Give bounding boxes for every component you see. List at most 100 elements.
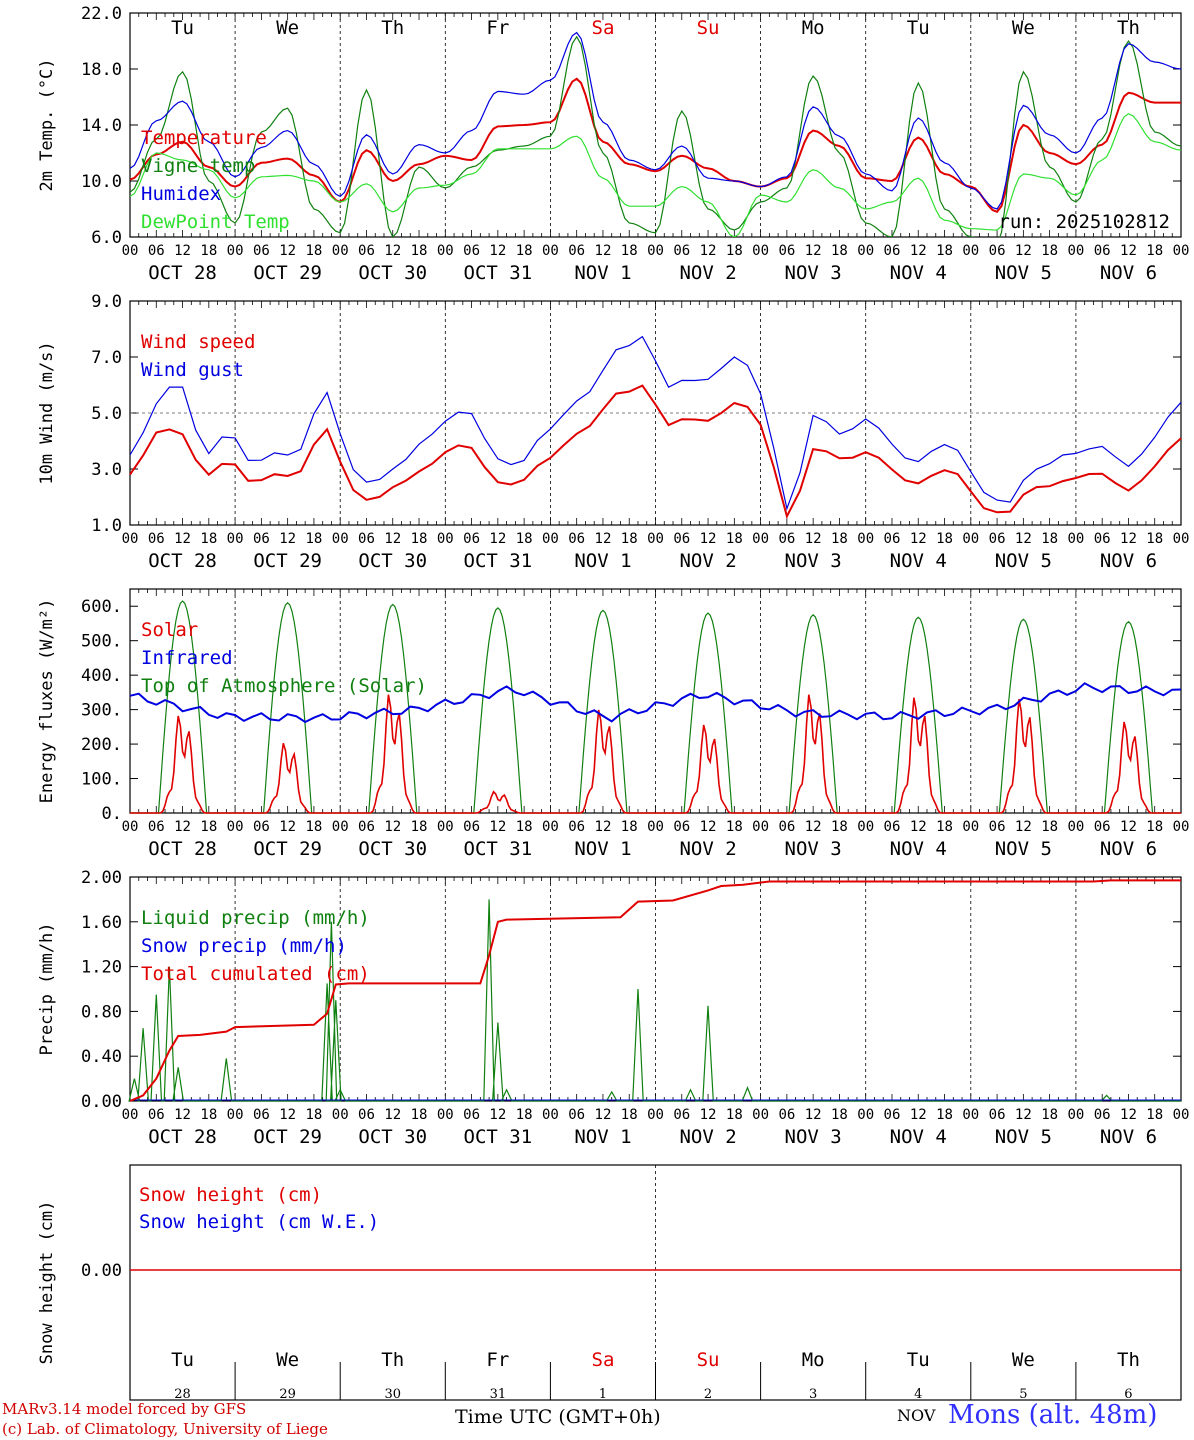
hour-label: 18: [1041, 243, 1058, 259]
hour-label: 12: [910, 531, 927, 547]
hour-label: 00: [122, 1107, 139, 1123]
date-label: NOV 4: [890, 550, 947, 572]
weekday-label: Fr: [486, 17, 509, 39]
y-axis-label: Energy fluxes (W/m²): [37, 599, 57, 804]
date-label: NOV 3: [785, 1126, 842, 1148]
hour-label: 18: [411, 819, 428, 835]
hour-label: 06: [884, 243, 901, 259]
day-number: 3: [809, 1387, 817, 1402]
weekday-label: Su: [697, 17, 720, 39]
hour-label: 12: [595, 243, 612, 259]
legend-snow-height-cm: Snow height (cm): [139, 1184, 322, 1206]
legend-top-of-atmosphere-solar-: Top of Atmosphere (Solar): [141, 675, 427, 697]
y-tick-label: 0.40: [81, 1047, 122, 1067]
hour-label: 12: [279, 243, 296, 259]
hour-label: 18: [1146, 819, 1163, 835]
date-label: OCT 29: [253, 262, 322, 284]
hour-label: 18: [516, 819, 533, 835]
weekday-label: Fr: [486, 1349, 509, 1371]
hour-label: 06: [989, 1107, 1006, 1123]
hour-label: 00: [542, 531, 559, 547]
date-label: OCT 29: [253, 838, 322, 860]
hour-label: 00: [1173, 1107, 1190, 1123]
hour-label: 12: [910, 1107, 927, 1123]
hour-label: 06: [673, 819, 690, 835]
date-label: NOV 5: [995, 550, 1052, 572]
hour-label: 12: [1015, 1107, 1032, 1123]
weekday-label: Tu: [907, 1349, 930, 1371]
series-liquid-precip: [128, 899, 1181, 1102]
hour-label: 18: [305, 819, 322, 835]
legend-dewpoint-temp: DewPoint Temp: [141, 211, 290, 233]
hour-label: 12: [1015, 531, 1032, 547]
location-title: Mons (alt. 48m): [948, 1400, 1158, 1430]
model-credit: MARv3.14 model forced by GFS: [2, 1400, 247, 1418]
y-tick-label: 9.0: [91, 292, 122, 312]
series-group: [130, 31, 1181, 210]
date-label: NOV 6: [1100, 838, 1157, 860]
hour-label: 06: [463, 531, 480, 547]
date-label: OCT 29: [253, 550, 322, 572]
hour-label: 18: [621, 1107, 638, 1123]
date-label: NOV 4: [890, 1126, 947, 1148]
series-group: [130, 77, 1181, 214]
date-label: NOV 3: [785, 262, 842, 284]
hour-label: 00: [227, 531, 244, 547]
y-axis-label: 10m Wind (m/s): [37, 341, 57, 484]
panel-frame: [129, 588, 1182, 814]
hour-label: 12: [910, 243, 927, 259]
hour-label: 12: [174, 819, 191, 835]
hour-label: 12: [384, 1107, 401, 1123]
weekday-label: Mo: [802, 17, 825, 39]
hour-label: 00: [227, 243, 244, 259]
hour-label: 00: [122, 243, 139, 259]
hour-label: 12: [595, 531, 612, 547]
hour-label: 18: [726, 243, 743, 259]
hour-label: 00: [122, 531, 139, 547]
date-label: OCT 31: [464, 262, 533, 284]
y-tick-label: 200.: [81, 735, 122, 755]
date-label: OCT 31: [464, 838, 533, 860]
weekday-label: We: [276, 1349, 299, 1371]
legend-solar: Solar: [141, 619, 198, 641]
hour-label: 06: [148, 1107, 165, 1123]
hour-label: 12: [805, 243, 822, 259]
series-group: [130, 113, 1181, 237]
series-temperature: [130, 77, 1181, 214]
hour-label: 06: [253, 819, 270, 835]
hour-label: 06: [884, 1107, 901, 1123]
hour-label: 06: [568, 243, 585, 259]
hour-label: 06: [463, 1107, 480, 1123]
date-label: NOV 1: [574, 550, 631, 572]
hour-label: 00: [962, 531, 979, 547]
y-tick-label: 18.0: [81, 60, 122, 80]
hour-label: 12: [489, 1107, 506, 1123]
hour-label: 00: [857, 819, 874, 835]
weekday-label: Sa: [592, 17, 615, 39]
date-label: NOV 1: [574, 1126, 631, 1148]
hour-label: 06: [989, 243, 1006, 259]
legend-snow-precip-mm-h-: Snow precip (mm/h): [141, 935, 347, 957]
series-solar: [130, 694, 1181, 814]
hour-label: 12: [174, 1107, 191, 1123]
hour-label: 00: [332, 243, 349, 259]
hour-label: 06: [148, 819, 165, 835]
date-label: OCT 28: [148, 550, 217, 572]
hour-label: 12: [489, 531, 506, 547]
hour-label: 00: [1067, 819, 1084, 835]
y-tick-label: 22.0: [81, 4, 122, 24]
hour-label: 18: [305, 1107, 322, 1123]
date-label: NOV 2: [679, 262, 736, 284]
hour-label: 06: [568, 819, 585, 835]
hour-label: 00: [542, 819, 559, 835]
y-tick-label: 1.20: [81, 958, 122, 978]
hour-label: 00: [857, 531, 874, 547]
weekday-label: Th: [381, 1349, 404, 1371]
hour-label: 00: [962, 243, 979, 259]
hour-label: 06: [253, 243, 270, 259]
y-tick-label: 100.: [81, 770, 122, 790]
hour-label: 12: [595, 1107, 612, 1123]
hour-label: 00: [752, 1107, 769, 1123]
hour-label: 18: [305, 531, 322, 547]
hour-label: 06: [778, 243, 795, 259]
